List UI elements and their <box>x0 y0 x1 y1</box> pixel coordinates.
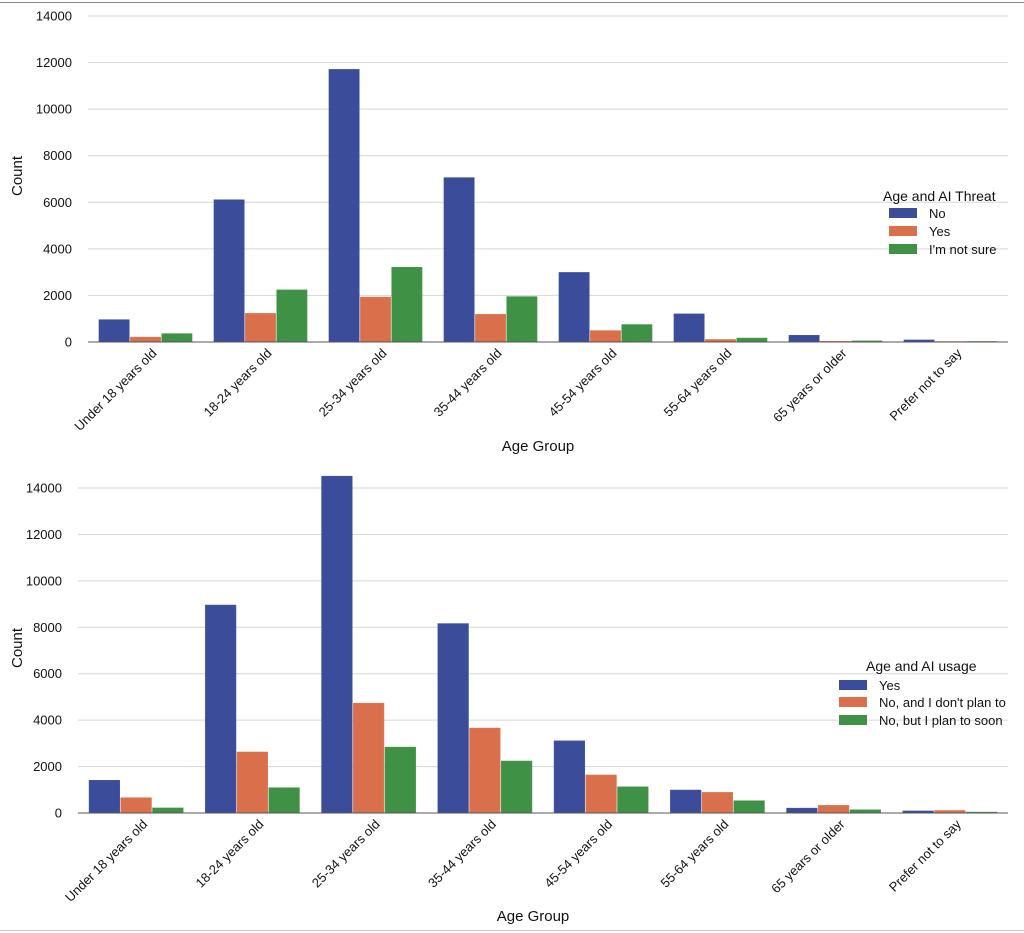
bar <box>670 789 702 814</box>
x-tick-label: 55-64 years old <box>661 346 735 420</box>
x-tick-label: 25-34 years old <box>316 346 390 420</box>
bar <box>276 289 308 343</box>
bar <box>469 727 501 814</box>
bar <box>384 746 416 814</box>
bar <box>736 337 768 343</box>
bar <box>88 780 121 814</box>
bar <box>161 333 193 343</box>
legend: Age and AI usage Yes No, and I don't plan … <box>839 658 1006 728</box>
x-tick-label: 45-54 years old <box>546 346 620 420</box>
x-tick-label: 18-24 years old <box>201 346 275 420</box>
bar <box>205 604 237 814</box>
x-tick-label: Prefer not to say <box>887 345 965 423</box>
bar <box>621 324 653 343</box>
bar <box>321 475 353 814</box>
y-tick-label: 10000 <box>26 573 62 588</box>
legend-label: I'm not sure <box>929 242 997 257</box>
bar <box>818 805 850 814</box>
y-tick-label: 8000 <box>33 620 62 635</box>
bar <box>236 751 268 814</box>
y-tick-label: 14000 <box>36 9 72 24</box>
y-tick-label: 10000 <box>36 102 72 117</box>
legend-label: No, and I don't plan to <box>879 695 1006 710</box>
bar <box>391 266 423 343</box>
x-axis-title: Age Group <box>502 438 575 455</box>
y-axis-title: Count <box>9 155 26 196</box>
x-tick-label: Under 18 years old <box>71 346 159 434</box>
bar <box>360 296 391 343</box>
legend-swatch <box>839 715 867 725</box>
bar <box>245 313 276 343</box>
bar <box>590 330 621 343</box>
bar <box>788 334 820 343</box>
bar <box>152 807 184 814</box>
bar <box>328 69 360 343</box>
bar <box>443 177 475 343</box>
x-tick-label: Under 18 years old <box>62 817 150 905</box>
legend-label: Yes <box>929 224 951 239</box>
y-tick-label: 6000 <box>43 195 72 210</box>
bar <box>213 199 245 343</box>
x-tick-label: 18-24 years old <box>193 817 267 891</box>
legend-title: Age and AI usage <box>866 658 977 674</box>
legend-swatch <box>839 680 867 690</box>
bar <box>130 336 161 343</box>
bar <box>120 797 152 814</box>
bar <box>558 272 590 343</box>
bar <box>786 807 818 814</box>
y-tick-label: 2000 <box>33 759 62 774</box>
legend-label: No <box>929 206 946 221</box>
y-tick-label: 12000 <box>26 527 62 542</box>
legend-label: No, but I plan to soon <box>879 713 1003 728</box>
x-tick-label: Prefer not to say <box>886 816 964 894</box>
bar <box>475 314 506 343</box>
bottom-border <box>0 930 1024 931</box>
y-tick-label: 12000 <box>36 55 72 70</box>
y-tick-label: 2000 <box>43 288 72 303</box>
bar <box>500 760 533 814</box>
bar <box>701 792 733 814</box>
x-tick-label: 65 years or older <box>770 345 850 425</box>
bar <box>617 786 649 814</box>
bar <box>733 800 765 814</box>
legend-label: Yes <box>879 678 901 693</box>
x-tick-label: 65 years or older <box>768 816 848 896</box>
legend-title: Age and AI Threat <box>883 188 996 204</box>
bar <box>585 774 617 814</box>
x-tick-label: 55-64 years old <box>658 817 732 891</box>
x-tick-label: 25-34 years old <box>309 817 383 891</box>
x-tick-label: 35-44 years old <box>425 817 499 891</box>
top-border <box>0 2 1024 3</box>
bar <box>268 787 300 814</box>
y-tick-label: 6000 <box>33 666 62 681</box>
y-axis-title: Count <box>9 627 26 668</box>
y-tick-label: 8000 <box>43 148 72 163</box>
y-tick-label: 0 <box>55 806 62 821</box>
bar <box>553 740 586 814</box>
bar <box>98 319 130 343</box>
x-axis-title: Age Group <box>497 908 570 925</box>
y-tick-label: 0 <box>65 335 72 350</box>
bar <box>353 702 385 814</box>
y-tick-label: 4000 <box>33 713 62 728</box>
x-tick-label: 35-44 years old <box>431 346 505 420</box>
y-tick-label: 4000 <box>43 241 72 256</box>
age-ai-usage-chart: 0 2000 4000 6000 8000 10000 12000 14000 Under 18… <box>9 475 1008 925</box>
legend-swatch <box>889 244 917 254</box>
legend: Age and AI Threat No Yes I'm not sure <box>883 188 997 257</box>
age-ai-threat-chart: 0 2000 4000 6000 8000 10000 12000 14000 Under 18… <box>9 9 1008 455</box>
legend-swatch <box>889 226 917 236</box>
y-tick-label: 14000 <box>26 480 62 495</box>
x-tick-label: 45-54 years old <box>541 817 615 891</box>
bar <box>437 623 469 814</box>
legend-swatch <box>889 208 917 218</box>
bar <box>506 296 538 343</box>
bar <box>673 313 705 343</box>
legend-swatch <box>839 697 867 707</box>
